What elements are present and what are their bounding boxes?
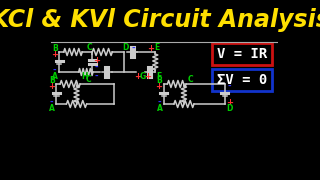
Text: -: - [50,98,53,107]
Text: A: A [157,103,163,112]
Text: E: E [154,42,159,51]
Text: +: + [226,98,233,107]
Text: C: C [188,75,193,84]
Text: V = IR: V = IR [217,47,267,61]
Text: +: + [144,71,151,80]
Text: H: H [81,71,88,80]
Text: +: + [51,50,58,59]
Text: B: B [49,75,55,84]
Text: A: A [49,103,55,112]
Text: -: - [131,44,135,53]
Text: ΣV = 0: ΣV = 0 [217,73,267,87]
Text: A: A [52,71,58,80]
Text: +: + [48,82,55,91]
Text: C: C [86,75,92,84]
Text: G: G [140,71,146,80]
Text: D: D [123,42,129,51]
Text: KCl & KVl Circuit Analysis: KCl & KVl Circuit Analysis [0,8,320,32]
Text: D: D [227,103,233,112]
Text: +: + [93,55,100,64]
Text: -: - [228,82,232,91]
Text: +: + [134,71,141,80]
Text: B: B [52,44,58,53]
Text: +: + [148,44,155,53]
Text: F: F [156,71,162,80]
Text: -: - [95,62,98,71]
FancyBboxPatch shape [212,69,272,91]
Text: -: - [157,98,161,107]
Text: C: C [87,42,92,51]
Text: -: - [94,71,98,80]
Text: B: B [157,75,163,84]
Text: -: - [52,66,56,75]
FancyBboxPatch shape [212,43,272,65]
Text: +: + [156,82,162,91]
